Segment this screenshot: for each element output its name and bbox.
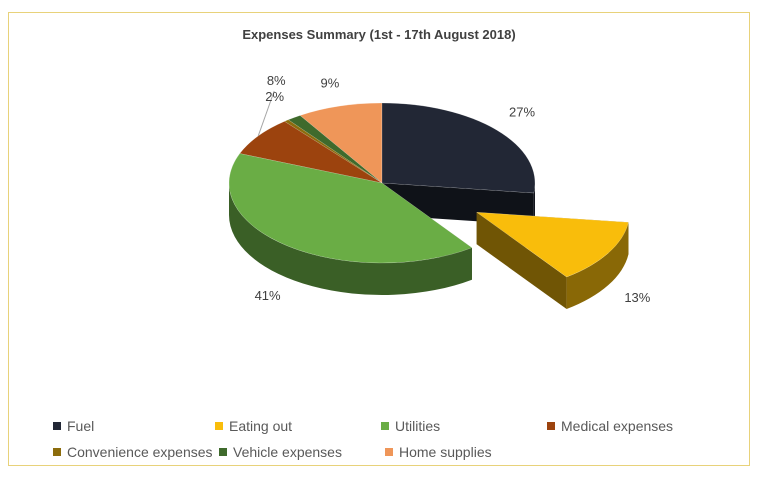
legend: Fuel Eating out Utilities Medical expens… <box>53 413 743 465</box>
slice-wall-eating-out-1 <box>476 212 567 309</box>
legend-label-convenience: Convenience expenses <box>67 444 213 460</box>
pie-tops <box>228 102 629 278</box>
legend-swatch-fuel <box>53 422 61 430</box>
slice-top-vehicle-expenses <box>287 115 383 184</box>
data-label-utilities: 41% <box>255 288 281 303</box>
legend-item-vehicle: Vehicle expenses <box>219 444 385 460</box>
data-label-home-supplies: 9% <box>321 75 340 90</box>
legend-label-eating-out: Eating out <box>229 418 293 434</box>
legend-item-home-supplies: Home supplies <box>385 444 492 460</box>
slice-top-home-supplies <box>299 102 383 184</box>
slice-top-eating-out <box>475 211 629 278</box>
legend-label-utilities: Utilities <box>395 418 441 434</box>
legend-swatch-medical <box>547 422 555 430</box>
data-label-medical-expenses: 8% <box>267 73 286 88</box>
legend-label-vehicle: Vehicle expenses <box>233 444 342 460</box>
legend-swatch-utilities <box>381 422 389 430</box>
legend-row-2: Convenience expenses Vehicle expenses Ho… <box>53 439 743 465</box>
slice-side-utilities <box>229 183 472 296</box>
leader-line-medical-expenses <box>257 90 275 137</box>
legend-item-medical: Medical expenses <box>547 418 673 434</box>
legend-swatch-vehicle <box>219 448 227 456</box>
slice-top-convenience-expenses <box>283 119 383 184</box>
slice-top-medical-expenses <box>239 121 383 184</box>
legend-swatch-convenience <box>53 448 61 456</box>
legend-item-convenience: Convenience expenses <box>53 444 219 460</box>
legend-swatch-home-supplies <box>385 448 393 456</box>
data-label-eating-out: 13% <box>624 290 650 305</box>
slice-side-fuel <box>533 183 535 226</box>
legend-label-medical: Medical expenses <box>561 418 674 434</box>
legend-row-1: Fuel Eating out Utilities Medical expens… <box>53 413 743 439</box>
data-label-fuel: 27% <box>509 104 535 119</box>
slice-top-fuel <box>381 102 536 194</box>
legend-item-fuel: Fuel <box>53 418 215 434</box>
pie-chart: 27% 13% 41% 8%2% 9% <box>228 73 651 309</box>
chart-title: Expenses Summary (1st - 17th August 2018… <box>242 27 516 42</box>
legend-item-eating-out: Eating out <box>215 418 381 434</box>
slice-top-utilities <box>228 153 473 264</box>
data-label-vehicle-expenses: 2% <box>265 89 284 104</box>
chart-frame: Expenses Summary (1st - 17th August 2018… <box>8 12 750 466</box>
slice-side-eating-out <box>566 222 629 309</box>
data-labels: 27% 13% 41% 8%2% 9% <box>255 73 651 305</box>
legend-item-utilities: Utilities <box>381 418 547 434</box>
legend-swatch-eating-out <box>215 422 223 430</box>
legend-label-fuel: Fuel <box>67 418 95 434</box>
legend-label-home-supplies: Home supplies <box>399 444 492 460</box>
